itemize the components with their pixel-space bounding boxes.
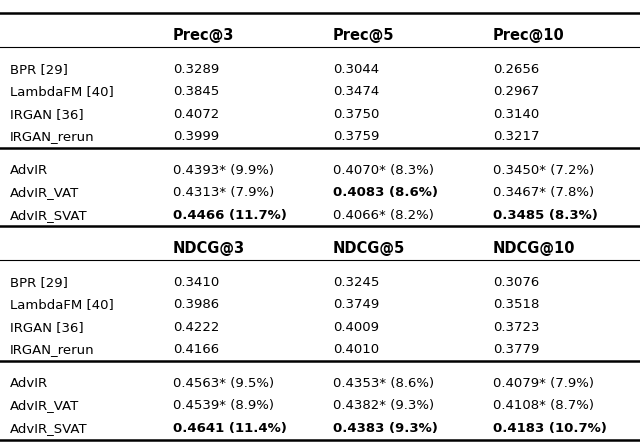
Text: 0.4083 (8.6%): 0.4083 (8.6%): [333, 186, 438, 199]
Text: 0.3485 (8.3%): 0.3485 (8.3%): [493, 209, 598, 222]
Text: 0.4466 (11.7%): 0.4466 (11.7%): [173, 209, 287, 222]
Text: 0.4166: 0.4166: [173, 343, 219, 356]
Text: 0.4070* (8.3%): 0.4070* (8.3%): [333, 164, 434, 177]
Text: 0.3759: 0.3759: [333, 130, 379, 143]
Text: 0.3076: 0.3076: [493, 276, 539, 289]
Text: 0.2967: 0.2967: [493, 85, 539, 99]
Text: 0.3410: 0.3410: [173, 276, 219, 289]
Text: 0.4009: 0.4009: [333, 321, 379, 334]
Text: 0.4383 (9.3%): 0.4383 (9.3%): [333, 422, 438, 435]
Text: 0.3749: 0.3749: [333, 298, 379, 311]
Text: 0.3750: 0.3750: [333, 108, 379, 121]
Text: IRGAN [36]: IRGAN [36]: [10, 321, 83, 334]
Text: 0.3779: 0.3779: [493, 343, 539, 356]
Text: 0.4313* (7.9%): 0.4313* (7.9%): [173, 186, 274, 199]
Text: 0.4393* (9.9%): 0.4393* (9.9%): [173, 164, 274, 177]
Text: 0.4539* (8.9%): 0.4539* (8.9%): [173, 400, 274, 413]
Text: AdvIR_SVAT: AdvIR_SVAT: [10, 422, 87, 435]
Text: LambdaFM [40]: LambdaFM [40]: [10, 298, 113, 311]
Text: NDCG@10: NDCG@10: [493, 241, 575, 256]
Text: Prec@5: Prec@5: [333, 28, 394, 43]
Text: IRGAN [36]: IRGAN [36]: [10, 108, 83, 121]
Text: 0.3999: 0.3999: [173, 130, 219, 143]
Text: 0.4353* (8.6%): 0.4353* (8.6%): [333, 377, 434, 390]
Text: 0.4183 (10.7%): 0.4183 (10.7%): [493, 422, 607, 435]
Text: NDCG@3: NDCG@3: [173, 241, 245, 256]
Text: 0.3845: 0.3845: [173, 85, 219, 99]
Text: Prec@10: Prec@10: [493, 28, 564, 43]
Text: 0.4079* (7.9%): 0.4079* (7.9%): [493, 377, 594, 390]
Text: Prec@3: Prec@3: [173, 28, 234, 43]
Text: 0.3986: 0.3986: [173, 298, 219, 311]
Text: 0.3518: 0.3518: [493, 298, 539, 311]
Text: NDCG@5: NDCG@5: [333, 241, 405, 256]
Text: LambdaFM [40]: LambdaFM [40]: [10, 85, 113, 99]
Text: BPR [29]: BPR [29]: [10, 63, 67, 76]
Text: 0.4072: 0.4072: [173, 108, 219, 121]
Text: 0.3467* (7.8%): 0.3467* (7.8%): [493, 186, 594, 199]
Text: AdvIR: AdvIR: [10, 377, 48, 390]
Text: AdvIR: AdvIR: [10, 164, 48, 177]
Text: IRGAN_rerun: IRGAN_rerun: [10, 130, 94, 143]
Text: 0.3723: 0.3723: [493, 321, 540, 334]
Text: 0.3450* (7.2%): 0.3450* (7.2%): [493, 164, 594, 177]
Text: 0.4641 (11.4%): 0.4641 (11.4%): [173, 422, 287, 435]
Text: 0.3217: 0.3217: [493, 130, 540, 143]
Text: IRGAN_rerun: IRGAN_rerun: [10, 343, 94, 356]
Text: 0.4222: 0.4222: [173, 321, 219, 334]
Text: 0.3474: 0.3474: [333, 85, 379, 99]
Text: BPR [29]: BPR [29]: [10, 276, 67, 289]
Text: 0.4108* (8.7%): 0.4108* (8.7%): [493, 400, 594, 413]
Text: 0.3289: 0.3289: [173, 63, 219, 76]
Text: AdvIR_SVAT: AdvIR_SVAT: [10, 209, 87, 222]
Text: 0.4066* (8.2%): 0.4066* (8.2%): [333, 209, 434, 222]
Text: 0.3044: 0.3044: [333, 63, 379, 76]
Text: 0.2656: 0.2656: [493, 63, 539, 76]
Text: AdvIR_VAT: AdvIR_VAT: [10, 400, 79, 413]
Text: 0.4010: 0.4010: [333, 343, 379, 356]
Text: 0.3140: 0.3140: [493, 108, 539, 121]
Text: AdvIR_VAT: AdvIR_VAT: [10, 186, 79, 199]
Text: 0.3245: 0.3245: [333, 276, 379, 289]
Text: 0.4382* (9.3%): 0.4382* (9.3%): [333, 400, 434, 413]
Text: 0.4563* (9.5%): 0.4563* (9.5%): [173, 377, 274, 390]
